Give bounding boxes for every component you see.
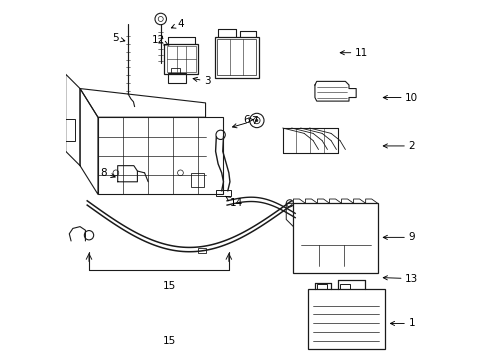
Bar bbox=[60, 119, 74, 140]
Text: 15: 15 bbox=[163, 281, 176, 291]
Bar bbox=[98, 117, 223, 194]
Text: 1: 1 bbox=[391, 319, 415, 328]
Bar bbox=[308, 289, 385, 348]
Bar bbox=[218, 40, 256, 75]
Text: 8: 8 bbox=[100, 168, 115, 178]
Bar bbox=[197, 248, 206, 253]
Text: 6: 6 bbox=[244, 115, 253, 125]
Bar bbox=[294, 203, 378, 273]
Bar bbox=[317, 284, 327, 289]
Text: 3: 3 bbox=[193, 76, 211, 86]
Bar bbox=[216, 190, 231, 196]
Circle shape bbox=[256, 120, 258, 122]
Text: 5: 5 bbox=[113, 33, 125, 43]
Text: 15: 15 bbox=[163, 336, 176, 346]
Bar bbox=[168, 73, 186, 83]
Text: 4: 4 bbox=[172, 19, 184, 29]
Text: 10: 10 bbox=[383, 93, 418, 103]
Bar bbox=[340, 284, 350, 289]
Text: 12: 12 bbox=[151, 35, 169, 45]
Text: 7: 7 bbox=[233, 116, 257, 128]
Bar bbox=[191, 173, 204, 187]
Text: 11: 11 bbox=[340, 48, 368, 58]
Text: 2: 2 bbox=[383, 141, 415, 151]
Text: 9: 9 bbox=[383, 232, 415, 242]
Bar bbox=[172, 68, 180, 73]
Bar bbox=[164, 44, 198, 74]
Bar bbox=[167, 46, 196, 72]
Text: 13: 13 bbox=[383, 274, 418, 284]
Bar bbox=[215, 37, 259, 78]
Text: 14: 14 bbox=[225, 196, 243, 208]
